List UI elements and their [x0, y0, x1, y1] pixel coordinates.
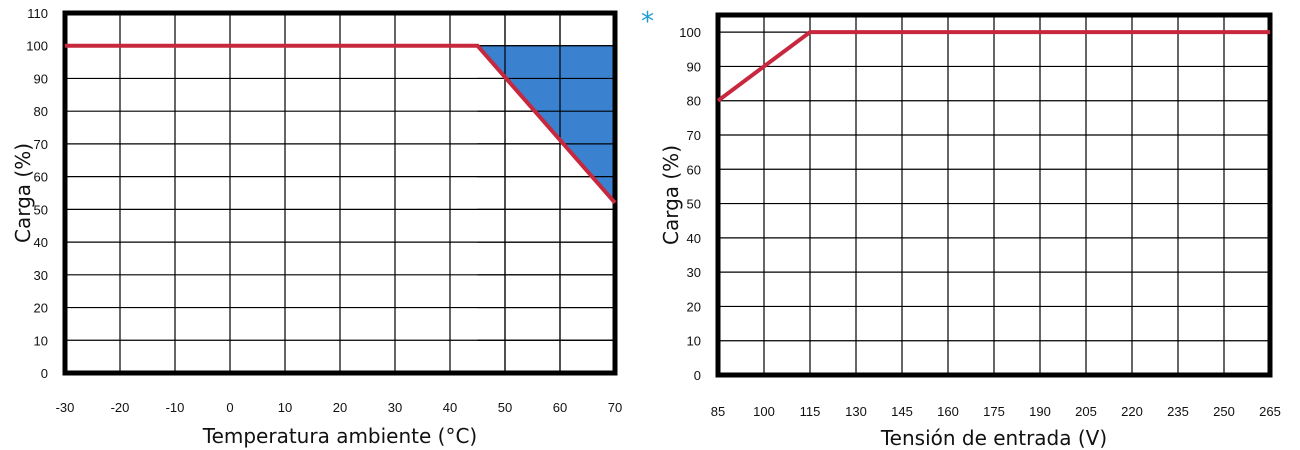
x-tick-label: 205 — [1075, 404, 1097, 419]
y-axis-title: Carga (%) — [659, 145, 683, 245]
y-axis-title: Carga (%) — [11, 143, 35, 243]
y-tick-label: 90 — [34, 71, 48, 86]
x-tick-label: 115 — [800, 404, 821, 419]
x-tick-label: 30 — [388, 400, 402, 415]
chart-temperature-derating: -30 -20 -10 0 10 20 30 40 50 60 70 0 10 20 30 40 50 60 70 8… — [11, 6, 622, 448]
x-tick-label: 220 — [1121, 404, 1143, 419]
x-tick-label: 160 — [937, 404, 959, 419]
y-tick-label: 100 — [26, 39, 48, 54]
y-tick-label: 40 — [687, 231, 701, 246]
x-tick-label: 0 — [226, 400, 233, 415]
series-line — [65, 43, 617, 205]
x-tick-label: -20 — [111, 400, 130, 415]
y-tick-label: 80 — [687, 94, 701, 109]
x-axis-title: Tensión de entrada (V) — [880, 426, 1107, 450]
x-tick-label: 130 — [845, 404, 867, 419]
x-tick-label: 40 — [443, 400, 457, 415]
x-tick-label: 250 — [1213, 404, 1235, 419]
y-tick-label: 30 — [34, 268, 48, 283]
y-tick-label: 10 — [687, 334, 701, 349]
y-tick-label: 60 — [687, 162, 701, 177]
x-tick-label: 70 — [608, 400, 622, 415]
plot-frame — [62, 10, 618, 376]
y-tick-label: 10 — [34, 333, 48, 348]
y-tick-label: 100 — [679, 25, 701, 40]
y-tick-label: 0 — [694, 368, 701, 383]
y-tick-label: 40 — [34, 235, 48, 250]
series-line — [716, 30, 1270, 103]
x-tick-label: -30 — [56, 400, 75, 415]
plot-frame — [715, 12, 1273, 378]
y-tick-label: 0 — [41, 366, 48, 381]
y-tick-label: 70 — [34, 137, 48, 152]
y-tick-label: 50 — [34, 202, 48, 217]
x-tick-label: 100 — [753, 404, 775, 419]
x-tick-label: 50 — [498, 400, 512, 415]
y-tick-label: 20 — [687, 299, 701, 314]
y-tick-label: 50 — [687, 197, 701, 212]
x-tick-label: 235 — [1167, 404, 1189, 419]
y-tick-label: 110 — [27, 6, 48, 21]
y-tick-label: 20 — [34, 301, 48, 316]
asterisk-marker: * — [641, 7, 654, 37]
y-tick-label: 70 — [687, 128, 701, 143]
y-tick-label: 60 — [34, 170, 48, 185]
x-tick-label: 60 — [553, 400, 567, 415]
chart-input-voltage-derating: 85 100 115 130 145 160 175 190 205 220 235 250 265 0 1… — [659, 12, 1281, 450]
shaded-derating-area — [477, 45, 615, 203]
y-tick-label: 30 — [687, 265, 701, 280]
y-tick-label: 80 — [34, 104, 48, 119]
y-tick-label: 90 — [687, 59, 701, 74]
x-tick-label: 145 — [891, 404, 913, 419]
x-tick-label: 190 — [1029, 404, 1051, 419]
x-tick-label: 265 — [1259, 404, 1281, 419]
x-tick-label: -10 — [166, 400, 185, 415]
x-tick-label: 175 — [983, 404, 1005, 419]
x-axis-title: Temperatura ambiente (°C) — [202, 424, 477, 448]
x-tick-label: 20 — [333, 400, 347, 415]
x-tick-label: 10 — [278, 400, 292, 415]
x-tick-label: 85 — [711, 404, 725, 419]
